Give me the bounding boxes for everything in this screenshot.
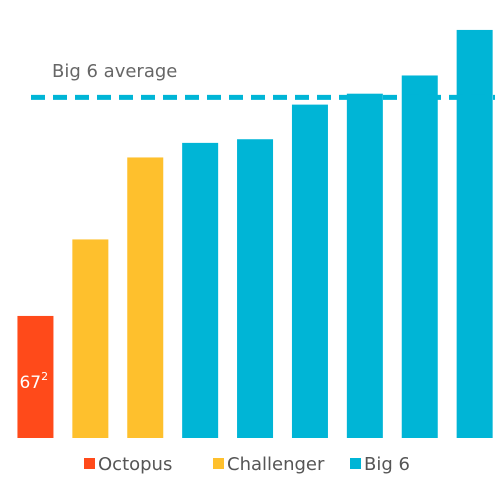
bar bbox=[401, 75, 438, 439]
legend-label: Octopus bbox=[98, 454, 172, 475]
legend-label: Challenger bbox=[227, 454, 325, 475]
bar bbox=[237, 139, 274, 438]
bar bbox=[291, 104, 328, 439]
data-label-footnote: 2 bbox=[41, 370, 48, 383]
bar bbox=[456, 29, 493, 439]
data-label-value: 67 bbox=[19, 373, 41, 393]
data-label: 672 bbox=[19, 370, 48, 393]
bar bbox=[17, 315, 54, 438]
legend-swatch bbox=[84, 458, 95, 469]
bar bbox=[346, 93, 383, 438]
bar bbox=[72, 239, 109, 438]
bar bbox=[182, 142, 219, 438]
legend-swatch bbox=[350, 458, 361, 469]
legend-label: Big 6 bbox=[364, 454, 410, 475]
bar bbox=[127, 157, 164, 438]
legend-swatch bbox=[213, 458, 224, 469]
reference-label: Big 6 average bbox=[52, 61, 177, 82]
